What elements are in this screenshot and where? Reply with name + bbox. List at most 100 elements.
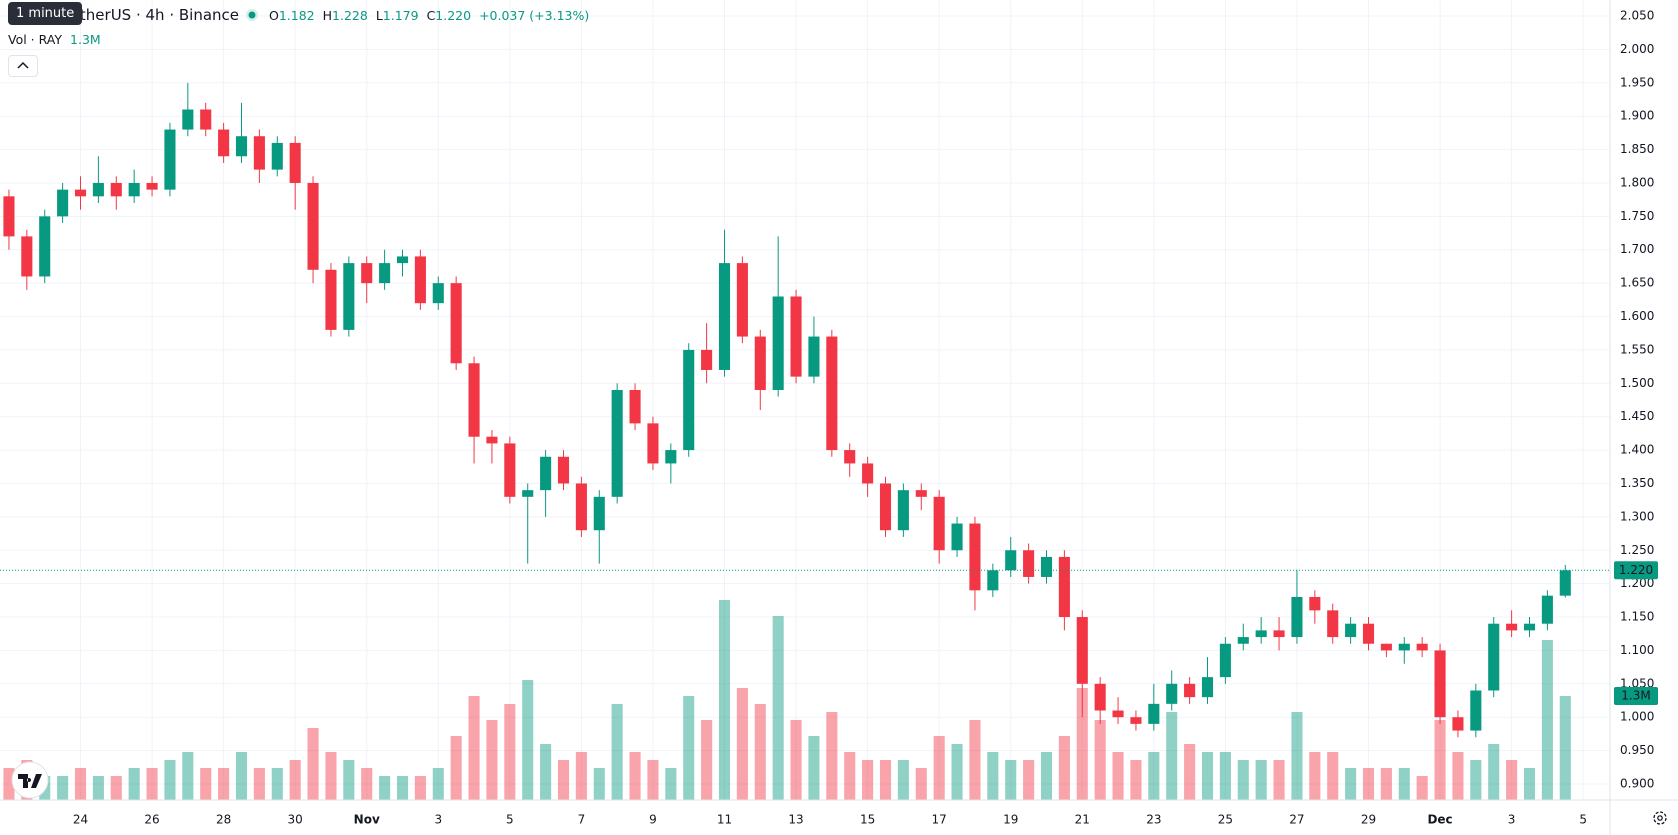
volume-bar [736, 688, 748, 800]
volume-bar [361, 768, 373, 800]
volume-bar [1559, 696, 1571, 800]
x-tick-label: 23 [1146, 813, 1161, 827]
close: 1.220 [435, 7, 472, 23]
x-tick-label: 21 [1075, 813, 1090, 827]
candle-body [200, 109, 212, 130]
volume-bar [432, 768, 444, 800]
volume-bar [629, 752, 641, 800]
ohlc: O1.182 H1.228 L1.179 C1.220 +0.037 (+3.1… [265, 8, 589, 23]
y-tick-label: 1.050 [1620, 676, 1654, 690]
volume-bar [504, 704, 516, 800]
h-label: H [322, 7, 333, 23]
candle-body [1255, 630, 1267, 638]
candle-body [522, 490, 534, 497]
last-volume-box [1614, 687, 1658, 705]
candle-body [1291, 596, 1303, 638]
volume-value: 1.3M [70, 32, 101, 47]
x-tick-label: 11 [717, 813, 732, 827]
volume-bar [987, 752, 999, 800]
x-tick-label: 26 [144, 813, 159, 827]
candle-body [182, 109, 194, 130]
candle-body [862, 463, 874, 484]
volume-bar [200, 768, 212, 800]
candle-body [1523, 623, 1536, 631]
volume-bar [1416, 776, 1428, 800]
volume-bar [611, 704, 623, 800]
candle-body [1416, 643, 1428, 651]
x-tick-label: 5 [1579, 813, 1587, 827]
volume-bar [1488, 744, 1500, 800]
volume-bar [3, 768, 15, 800]
last-price-label: 1.220 [1619, 563, 1653, 577]
candle-body [1201, 677, 1214, 698]
candle-body [1112, 710, 1124, 718]
last-volume-label: 1.3M [1621, 689, 1650, 703]
candle-body [1148, 703, 1160, 724]
volume-bar [844, 752, 856, 800]
volume-bar [1398, 768, 1410, 800]
c-label: C [426, 7, 436, 23]
x-tick-label: 13 [788, 813, 803, 827]
candles [3, 82, 1571, 738]
candle-body [1005, 550, 1017, 571]
symbol[interactable]: RAYTetherUS · 4h · Binance [36, 6, 239, 24]
candle-body [611, 389, 623, 497]
candle-body [1345, 623, 1357, 638]
y-tick-label: 1.900 [1620, 109, 1654, 123]
y-tick-label: 1.950 [1620, 75, 1654, 89]
volume-bars [3, 600, 1571, 800]
x-tick-label: 3 [1508, 813, 1516, 827]
x-tick-label: 30 [288, 813, 303, 827]
candle-body [164, 129, 176, 190]
x-tick-label: 3 [434, 813, 442, 827]
candle-body [665, 450, 677, 464]
collapse-button[interactable] [8, 55, 38, 77]
x-tick-label: 9 [649, 813, 657, 827]
candle-body [414, 256, 426, 304]
candle-body [343, 263, 355, 330]
logo-mark [18, 774, 42, 788]
chevron [17, 61, 29, 69]
y-tick-label: 1.400 [1620, 443, 1654, 457]
volume-bar [754, 704, 766, 800]
x-tick-label: Nov [354, 813, 380, 827]
candle-body [1076, 617, 1088, 684]
x-tick-label: 28 [216, 813, 231, 827]
candle-body [826, 336, 838, 451]
volume-bar [379, 776, 391, 800]
candle-body [718, 263, 731, 370]
candle-body [1309, 596, 1321, 611]
candle-body [218, 129, 230, 157]
volume-bar [271, 768, 283, 800]
settings[interactable] [1653, 811, 1667, 825]
y-tick-label: 1.550 [1620, 342, 1654, 356]
candle-body [504, 443, 516, 497]
candle-body [736, 263, 748, 337]
volume-bar [522, 680, 534, 800]
volume-bar [665, 768, 677, 800]
volume-bar [253, 768, 265, 800]
candle-body [772, 296, 784, 390]
volume-bar [110, 776, 122, 800]
volume-bar [951, 744, 963, 800]
volume-bar [1184, 744, 1196, 800]
volume-bar [1470, 760, 1482, 800]
y-tick-label: 1.850 [1620, 142, 1654, 156]
volume-bar [1380, 768, 1392, 800]
volume-bar [468, 696, 480, 800]
candle-body [396, 256, 409, 264]
candle-body [1559, 570, 1571, 596]
x-tick-label: 24 [73, 813, 88, 827]
volume-bar [1201, 752, 1214, 800]
candle-body [57, 189, 69, 217]
candle-body [1023, 550, 1035, 577]
volume-bar [1506, 760, 1518, 800]
volume-bar [289, 760, 301, 800]
volume-bar [826, 712, 838, 800]
volume-bar [343, 760, 355, 800]
candle-body [915, 490, 927, 497]
volume-name: Vol · RAY [8, 32, 63, 47]
volume-bar [540, 744, 552, 800]
volume-bar [1523, 768, 1536, 800]
